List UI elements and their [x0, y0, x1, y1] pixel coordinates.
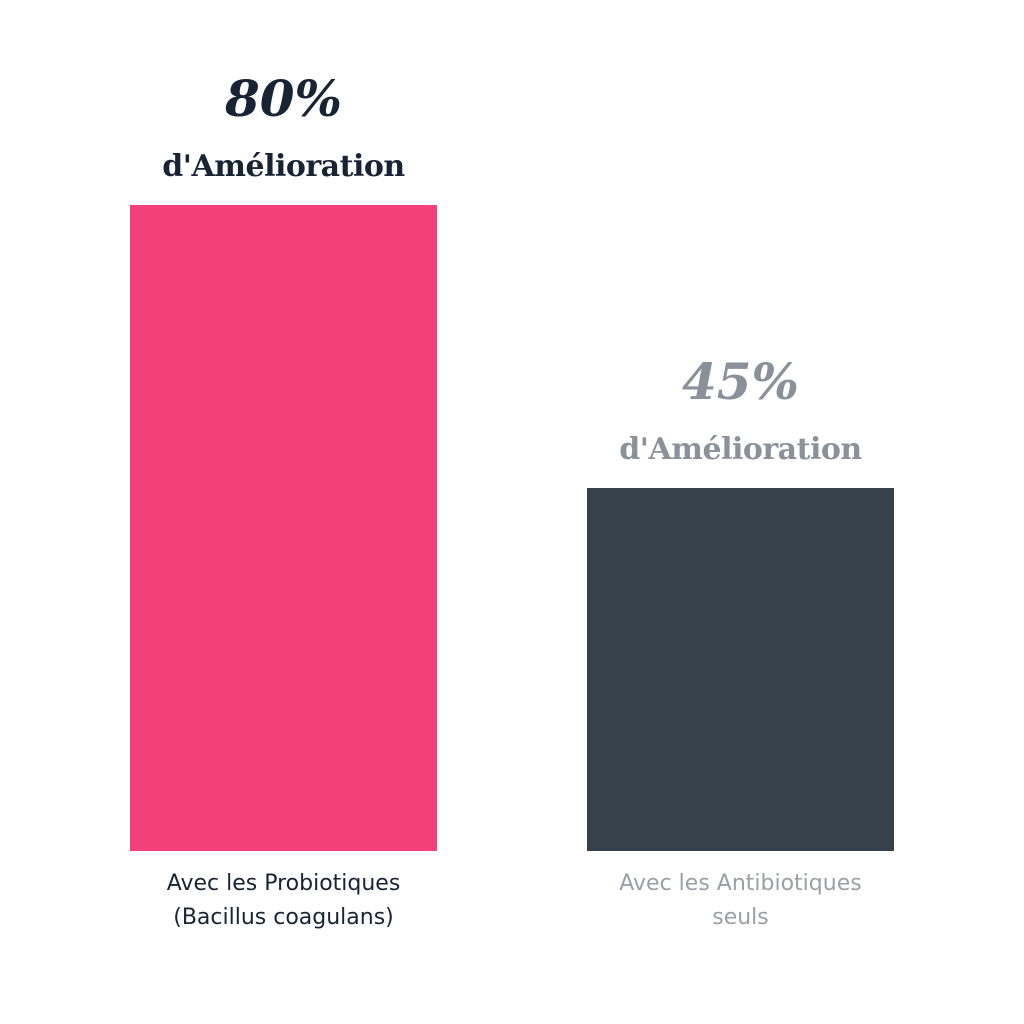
category-label-antibiotiques: Avec les Antibiotiques seuls: [541, 867, 941, 935]
category-label-probiotiques-line1: Avec les Probiotiques: [166, 871, 401, 896]
category-label-probiotiques-line2: (Bacillus coagulans): [173, 905, 394, 930]
category-label-probiotiques: Avec les Probiotiques (Bacillus coagulan…: [84, 867, 484, 935]
sublabel-antibiotiques: d'Amélioration: [619, 431, 862, 467]
bar-antibiotiques: [587, 487, 894, 851]
value-label-antibiotiques: 45%: [681, 351, 800, 411]
value-label-probiotiques: 80%: [224, 69, 343, 128]
category-label-antibiotiques-line1: Avec les Antibiotiques: [619, 871, 862, 896]
sublabel-probiotiques: d'Amélioration: [162, 149, 405, 184]
category-label-antibiotiques-line2: seuls: [712, 905, 769, 930]
bar-probiotiques: [130, 205, 437, 851]
